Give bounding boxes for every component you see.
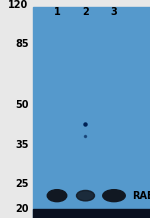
Text: 1: 1 [54, 7, 60, 17]
Ellipse shape [103, 190, 125, 202]
Text: 35: 35 [15, 140, 28, 150]
Text: 50: 50 [15, 100, 28, 110]
Text: 120: 120 [8, 0, 28, 10]
Text: RAB30: RAB30 [132, 191, 150, 201]
Text: 2: 2 [82, 7, 89, 17]
Text: 20: 20 [15, 204, 28, 214]
Bar [33, 7, 150, 218]
Ellipse shape [47, 190, 67, 202]
Text: 3: 3 [111, 7, 117, 17]
Text: 25: 25 [15, 179, 28, 189]
Ellipse shape [76, 191, 94, 201]
Bar [33, 209, 150, 218]
Text: 85: 85 [15, 39, 28, 49]
